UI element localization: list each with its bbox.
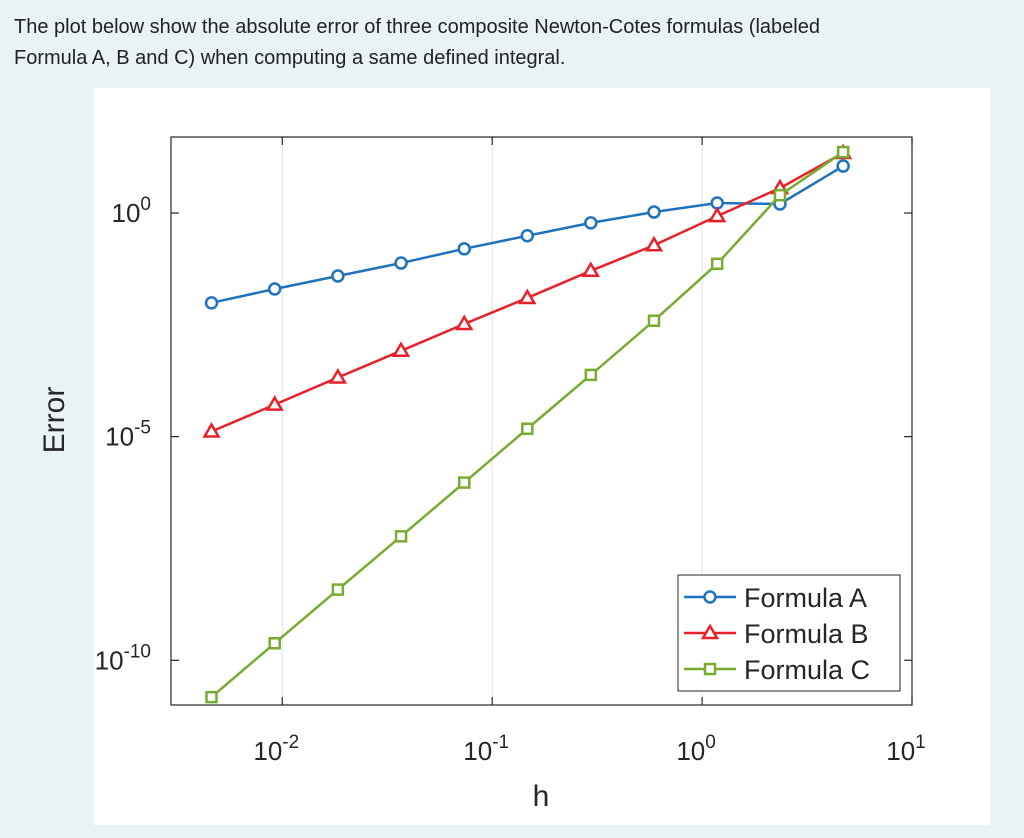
data-point bbox=[518, 288, 537, 305]
x-axis-label: h bbox=[533, 780, 550, 813]
data-point bbox=[710, 257, 724, 271]
legend-marker bbox=[703, 590, 717, 604]
data-point bbox=[836, 145, 850, 159]
series bbox=[205, 145, 850, 704]
data-point bbox=[202, 422, 221, 438]
y-tick-label: 10-5 bbox=[105, 418, 151, 452]
legend: Formula A Formula B Formula C bbox=[677, 574, 901, 692]
data-point bbox=[708, 206, 727, 223]
data-point bbox=[584, 216, 598, 230]
data-point bbox=[773, 188, 787, 202]
data-point bbox=[328, 368, 348, 384]
data-point bbox=[836, 159, 850, 173]
data-point bbox=[391, 341, 411, 358]
y-axis-label: Error bbox=[38, 387, 71, 454]
data-point bbox=[581, 261, 600, 278]
series bbox=[204, 159, 850, 310]
data-point bbox=[457, 242, 471, 256]
data-point bbox=[520, 228, 535, 243]
data-point bbox=[205, 690, 218, 704]
question-line: Formula A, B and C) when computing a sam… bbox=[14, 47, 566, 69]
data-point bbox=[644, 235, 664, 252]
legend-label: Formula A bbox=[744, 583, 867, 613]
data-point bbox=[521, 422, 534, 436]
data-point bbox=[394, 530, 408, 543]
x-tick-label: 101 bbox=[886, 732, 926, 766]
y-tick-label: 10-10 bbox=[95, 641, 151, 675]
question-line: The plot below show the absolute error o… bbox=[14, 16, 820, 38]
data-point bbox=[647, 205, 661, 219]
legend-label: Formula C bbox=[744, 655, 870, 685]
question-text: The plot below show the absolute error o… bbox=[14, 12, 1004, 74]
data-point bbox=[267, 282, 282, 296]
data-point bbox=[204, 296, 219, 310]
data-point bbox=[584, 368, 598, 382]
data-point bbox=[647, 314, 661, 327]
legend-marker bbox=[703, 662, 717, 676]
x-tick-label: 10-1 bbox=[463, 732, 509, 766]
series bbox=[202, 143, 853, 438]
data-point bbox=[331, 583, 345, 596]
x-tick-label: 100 bbox=[676, 732, 716, 766]
y-tick-label: 100 bbox=[112, 194, 152, 228]
data-point bbox=[331, 269, 345, 283]
x-tick-label: 10-2 bbox=[253, 732, 299, 766]
data-point bbox=[455, 314, 474, 331]
data-point bbox=[457, 476, 471, 489]
data-point bbox=[394, 256, 408, 270]
data-point bbox=[265, 395, 284, 411]
plot-frame bbox=[170, 136, 913, 706]
legend-marker bbox=[700, 623, 720, 640]
data-point bbox=[268, 637, 281, 650]
legend-label: Formula B bbox=[744, 619, 869, 649]
figure-panel bbox=[94, 88, 990, 825]
